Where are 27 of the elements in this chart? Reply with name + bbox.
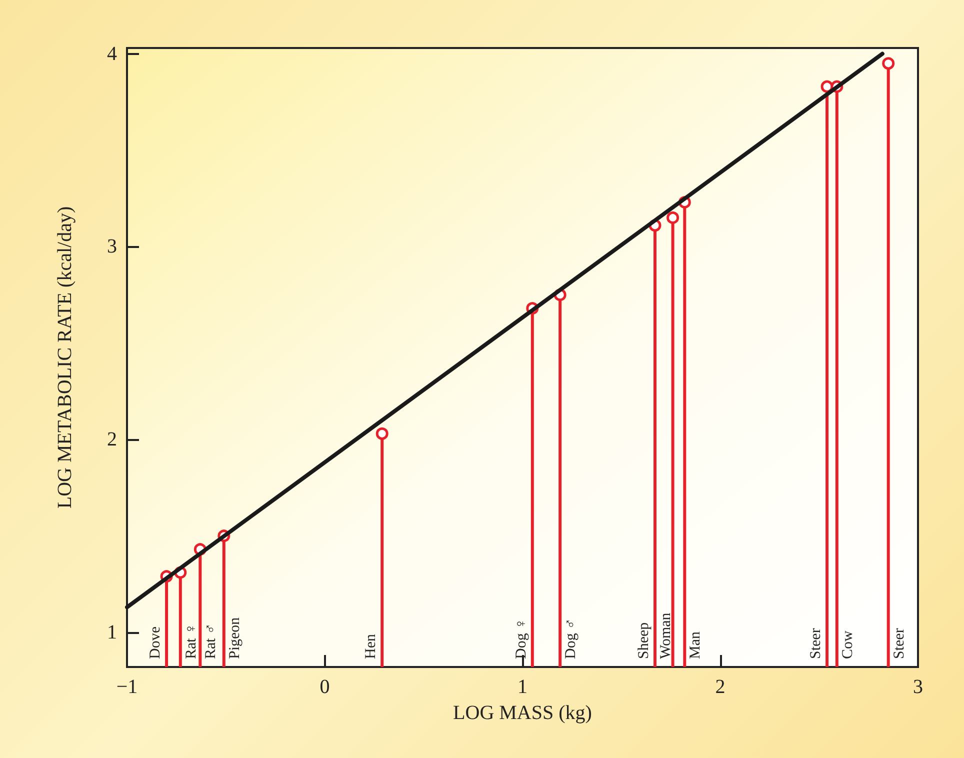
point (376, 427, 388, 440)
annotation: Steer (891, 628, 908, 659)
annotation: Hen (363, 634, 380, 659)
annotation: Rat ♂ (203, 623, 220, 659)
annotation: Woman (658, 612, 674, 659)
x-axis-title: LOG MASS (kg) (453, 702, 592, 724)
annotation: Steer (808, 628, 824, 659)
annotation: Dove (148, 626, 164, 659)
y-tick-label: 2 (107, 428, 117, 450)
annotation: Man (688, 631, 704, 659)
annotation: Pigeon (226, 616, 243, 659)
annotation: Cow (840, 630, 856, 659)
point (882, 57, 895, 70)
y-tick-label: 3 (107, 236, 117, 258)
x-tick-label: 0 (320, 676, 330, 698)
y-tick-label: 1 (107, 621, 117, 644)
x-tick-label: −1 (116, 676, 138, 698)
y-axis-title: LOG METABOLIC RATE (kcal/day) (54, 206, 76, 509)
y-tick-label: 4 (107, 42, 117, 65)
x-tick-label: 1 (518, 676, 528, 698)
annotation: Rat ♀ (183, 623, 200, 659)
x-tick-label: 2 (715, 676, 726, 698)
x-tick-label: 3 (913, 676, 923, 698)
annotation: Sheep (636, 622, 652, 659)
annotation: Dog ♂ (563, 618, 580, 659)
point (666, 211, 680, 224)
annotation: Dog ♀ (513, 618, 530, 659)
